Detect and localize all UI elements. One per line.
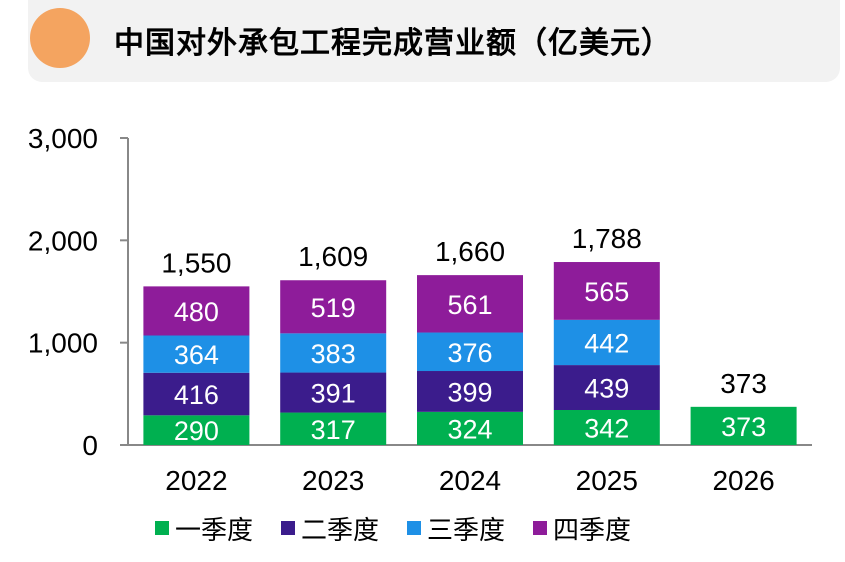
legend-swatch [281, 521, 296, 535]
y-tick-label: 0 [82, 430, 98, 461]
bar-segment [143, 415, 250, 445]
bar-segment [280, 333, 387, 373]
x-tick-label: 2026 [712, 465, 774, 496]
data-label: 342 [584, 414, 629, 444]
chart-title: 中国对外承包工程完成营业额（亿美元） [114, 26, 672, 61]
data-label: 480 [174, 297, 219, 327]
bar-segment [417, 275, 523, 333]
x-tick-label: 2025 [576, 465, 638, 496]
bar-segment [280, 280, 387, 334]
legend-item: 三季度 [407, 510, 505, 547]
bar-segment [553, 319, 660, 366]
data-label: 290 [174, 416, 219, 446]
bar-segment [417, 371, 523, 412]
total-label: 373 [720, 368, 767, 399]
data-label: 373 [721, 412, 766, 442]
bar-segment [143, 286, 250, 336]
title-banner: 中国对外承包工程完成营业额（亿美元） [28, 0, 840, 82]
legend-label: 二季度 [301, 515, 380, 546]
orange-dot-icon [30, 8, 90, 68]
bar-segment [280, 412, 387, 445]
legend-swatch [407, 521, 422, 535]
x-tick-label: 2024 [439, 465, 501, 496]
data-label: 561 [447, 290, 492, 320]
data-label: 442 [584, 328, 629, 358]
data-label: 399 [447, 377, 492, 407]
legend-item: 二季度 [281, 510, 379, 547]
data-label: 391 [311, 379, 356, 409]
x-tick-label: 2022 [165, 465, 227, 496]
legend-item: 一季度 [155, 510, 253, 547]
data-label: 383 [311, 339, 356, 369]
data-label: 317 [311, 415, 356, 445]
total-label: 1,660 [435, 236, 505, 267]
total-label: 1,550 [161, 247, 231, 278]
bar-segment [553, 410, 660, 445]
bar-segment [280, 372, 387, 413]
stacked-bar-chart: 0 1,000 2,000 3,000 290 416 364 480 1,550 2022 317… [28, 123, 812, 496]
legend-swatch [155, 521, 169, 535]
bar-segment [553, 262, 660, 320]
legend: 一季度 二季度 三季度 四季度 [155, 510, 631, 546]
y-tick-label: 3,000 [28, 123, 98, 154]
legend-swatch [533, 521, 548, 535]
legend-label: 一季度 [175, 515, 254, 546]
data-label: 324 [447, 414, 492, 444]
bar-segment [143, 335, 250, 373]
data-label: 565 [584, 277, 629, 307]
bar-segment [417, 411, 523, 445]
legend-label: 四季度 [553, 515, 632, 546]
data-label: 519 [311, 293, 356, 323]
total-label: 1,609 [298, 241, 368, 272]
data-label: 439 [584, 374, 629, 404]
bar-segment [417, 332, 523, 372]
y-tick-label: 2,000 [28, 225, 98, 256]
bar-segment [143, 372, 250, 416]
bar-segment [690, 406, 797, 445]
total-label: 1,788 [572, 223, 642, 254]
y-tick-label: 1,000 [28, 328, 98, 359]
legend-label: 三季度 [427, 515, 506, 546]
data-label: 364 [174, 340, 219, 370]
data-label: 376 [447, 338, 492, 368]
legend-item: 四季度 [533, 510, 631, 547]
data-label: 416 [174, 380, 219, 410]
bar-segment [553, 365, 660, 411]
x-tick-label: 2023 [302, 465, 364, 496]
